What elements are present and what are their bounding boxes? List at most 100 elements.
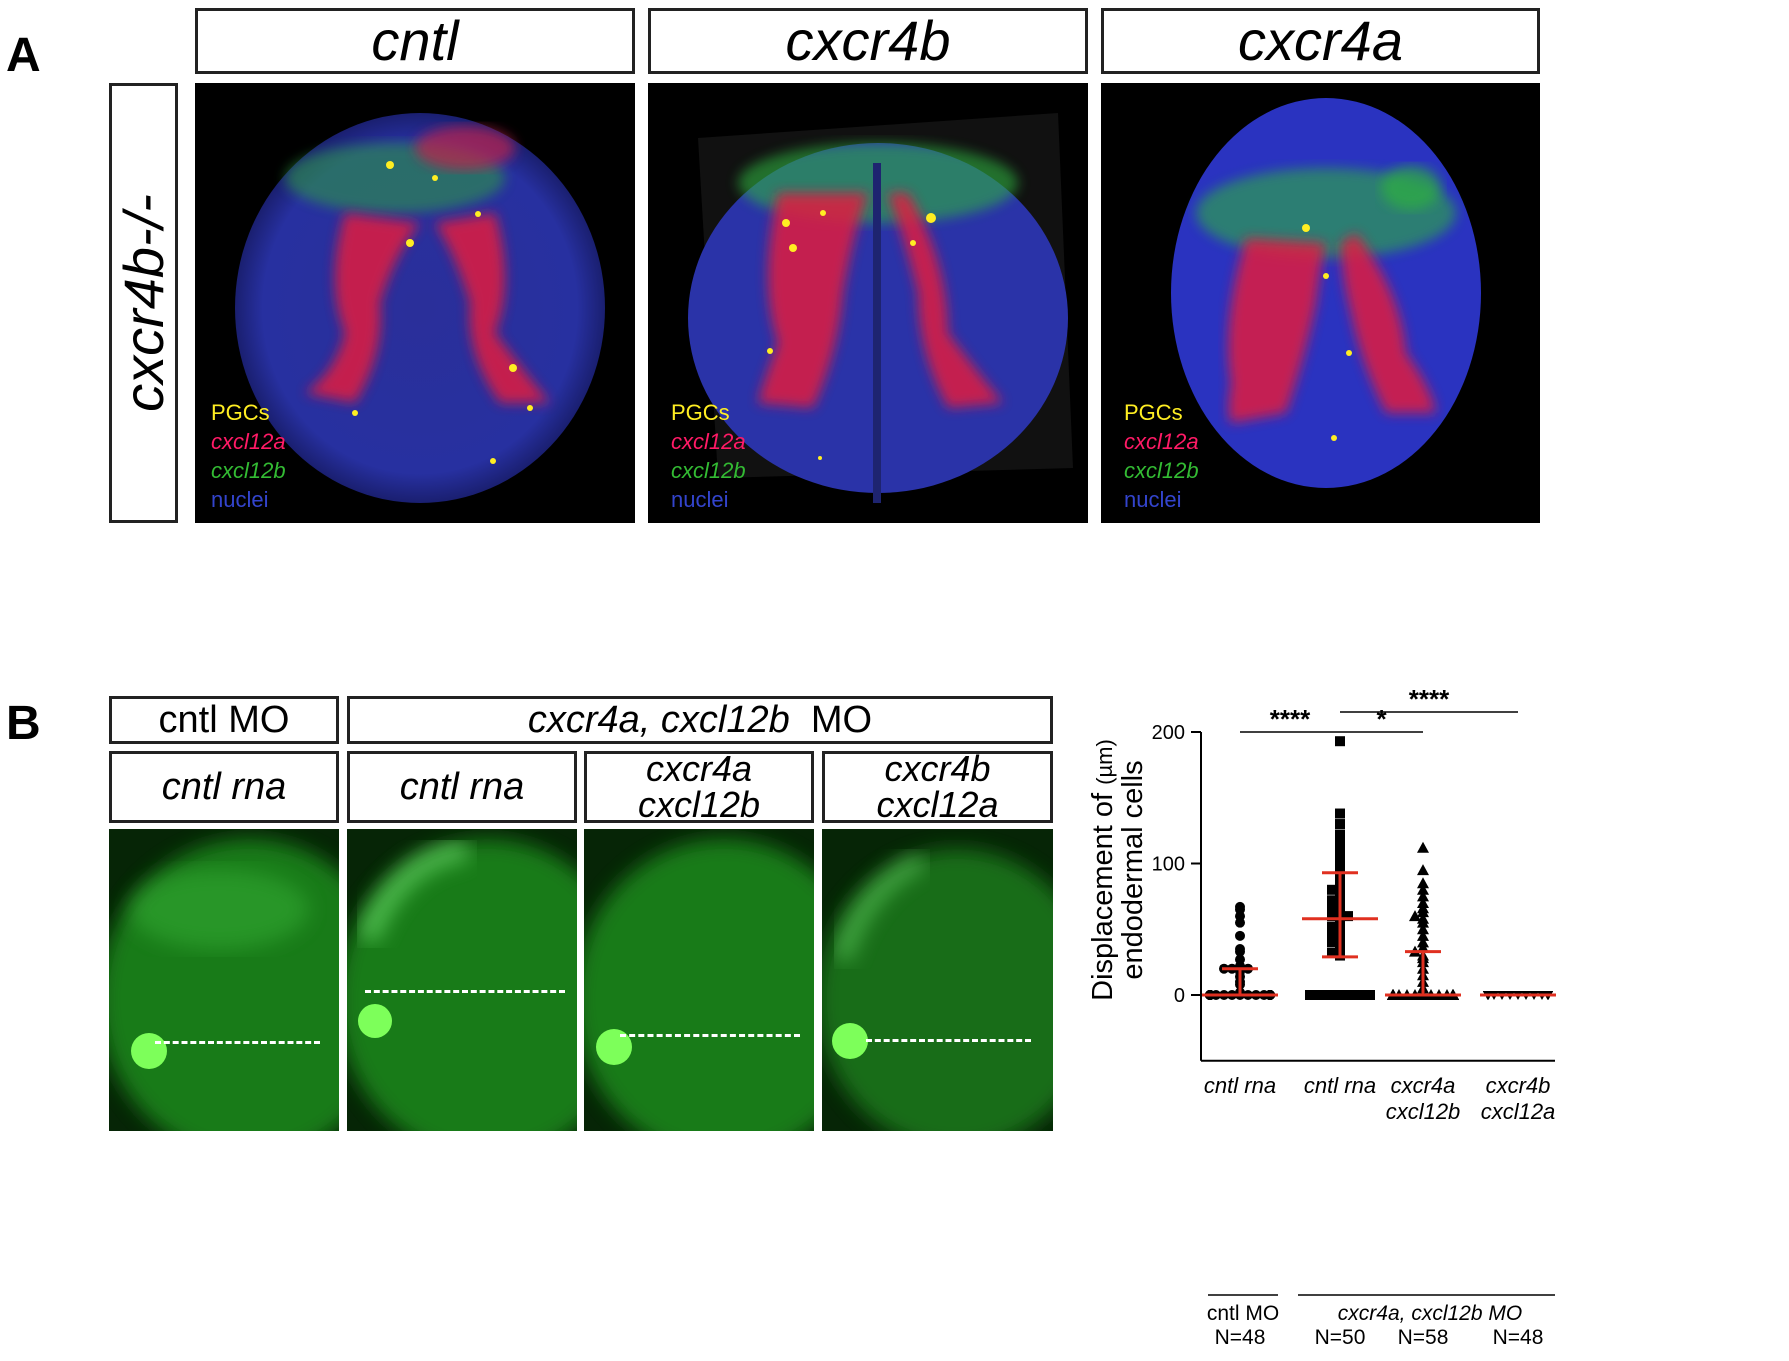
condition-label-4: cxcr4b cxcl12a (822, 751, 1053, 823)
legend-nuclei: nuclei (211, 487, 269, 512)
legend-cxcl12b: cxcl12b (1124, 458, 1199, 483)
legend-pgcs: PGCs (211, 400, 270, 425)
data-point-group-2 (1327, 911, 1337, 922)
header-morphant: cxcr4a, cxcl12b MO (347, 696, 1053, 744)
condition-label-3-line2: cxcl12b (637, 784, 761, 825)
legend-cxcl12a: cxcl12a (671, 429, 746, 454)
data-point-group-2 (1305, 990, 1315, 1000)
condition-label-2-line1: cntl rna (399, 766, 525, 808)
header-morphant-suffix: MO (810, 699, 873, 741)
data-point-group-2 (1327, 895, 1337, 906)
displacement-chart: 0 100 200 Displacement of (µm) endodermal ce… (1070, 680, 1789, 1356)
data-point-group-2 (1335, 990, 1345, 1000)
x-label-group-4: cxcr4b (1486, 1073, 1551, 1098)
data-point-group-2 (1335, 851, 1345, 862)
micrograph-cxcr4a (1101, 83, 1540, 523)
data-point-group-3 (1417, 890, 1429, 902)
legend-pgcs: PGCs (1124, 400, 1183, 425)
data-point-group-2 (1335, 829, 1345, 840)
data-point-group-3 (1417, 877, 1429, 889)
condition-label-2: cntl rna (347, 751, 577, 823)
data-point-group-2 (1335, 863, 1345, 874)
data-point-group-3 (1417, 864, 1429, 876)
data-point-group-2 (1335, 808, 1345, 819)
data-point-group-3 (1417, 929, 1429, 941)
dashed-line-4 (866, 1039, 1031, 1042)
y-tick-label: 100 (1152, 854, 1185, 876)
panel-letter-b: B (6, 697, 41, 750)
data-point-group-2 (1335, 845, 1345, 856)
data-point-group-2 (1327, 930, 1337, 941)
micrograph-cxcr4b (648, 83, 1088, 523)
x-label-group-2: cntl rna (1304, 1073, 1376, 1098)
column-label-cntl: cntl (195, 8, 635, 74)
data-point-group-2 (1343, 990, 1353, 1000)
column-label-cxcr4b: cxcr4b (648, 8, 1088, 74)
legend-cxcr4b: PGCs cxcl12a cxcl12b nuclei (671, 398, 746, 514)
embryo-image-1 (109, 829, 339, 1131)
dashed-line-3 (620, 1034, 800, 1037)
condition-label-4-line1: cxcr4b (884, 748, 991, 789)
header-cntl-mo: cntl MO (109, 696, 339, 744)
legend-cxcl12b: cxcl12b (211, 458, 286, 483)
data-point-group-2 (1327, 921, 1337, 932)
data-point-group-2 (1327, 990, 1337, 1000)
condition-label-3-line1: cxcr4a (645, 748, 753, 789)
column-label-cxcr4a: cxcr4a (1101, 8, 1540, 74)
data-point-group-1 (1235, 943, 1245, 954)
row-label-box: cxcr4b-/- (109, 83, 178, 523)
data-point-group-2 (1335, 819, 1345, 830)
data-point-group-2 (1327, 937, 1337, 948)
data-point-group-2 (1327, 947, 1337, 958)
dashed-line-2 (365, 990, 565, 993)
data-point-group-3 (1417, 923, 1429, 935)
y-axis-label-line1: Displacement of (µm) (1087, 739, 1119, 1001)
panel-letter-a: A (6, 29, 41, 82)
data-point-group-3 (1417, 883, 1429, 895)
embryo-image-2 (347, 829, 577, 1131)
condition-label-1-line1: cntl rna (161, 766, 287, 808)
condition-label-4-line2: cxcl12a (876, 784, 999, 825)
legend-cxcl12a: cxcl12a (211, 429, 286, 454)
data-point-group-2 (1319, 990, 1329, 1000)
legend-nuclei: nuclei (1124, 487, 1182, 512)
chart-svg: 0 100 200 Displacement of (µm) endodermal ce… (1087, 684, 1556, 1349)
data-point-group-3 (1409, 910, 1421, 922)
significance-label-2: * (1376, 704, 1387, 734)
data-point-group-2 (1359, 990, 1369, 1000)
dashed-line-1 (155, 1041, 320, 1044)
data-point-group-2 (1343, 911, 1353, 922)
significance-label-3: **** (1409, 684, 1450, 714)
legend-cxcl12b: cxcl12b (671, 458, 746, 483)
n-label-group-1: N=48 (1215, 1326, 1266, 1349)
data-point-group-3 (1417, 896, 1429, 908)
condition-label-3: cxcr4a cxcl12b (584, 751, 814, 823)
significance-label-1: **** (1270, 704, 1311, 734)
data-point-group-2 (1335, 736, 1345, 747)
data-point-group-2 (1335, 858, 1345, 869)
legend-cxcl12a: cxcl12a (1124, 429, 1199, 454)
legend-cntl: PGCs cxcl12a cxcl12b nuclei (211, 398, 286, 514)
n-label-group-2: N=50 (1315, 1326, 1366, 1349)
embryo-image-4 (822, 829, 1053, 1131)
data-point-group-2 (1365, 990, 1375, 1000)
x-label2-group-3: cxcl12b (1386, 1099, 1461, 1124)
legend-nuclei: nuclei (671, 487, 729, 512)
data-point-group-2 (1335, 837, 1345, 848)
y-tick-label: 0 (1174, 985, 1185, 1007)
data-point-group-3 (1417, 841, 1429, 853)
data-point-group-3 (1417, 936, 1429, 948)
x-label-group-3: cxcr4a (1391, 1073, 1456, 1098)
data-point-group-2 (1327, 884, 1337, 895)
header-morphant-genes: cxcr4a, cxcl12b (527, 699, 790, 741)
data-point-group-2 (1311, 990, 1321, 1000)
row-label: cxcr4b-/- (111, 194, 175, 412)
data-point-group-2 (1351, 990, 1361, 1000)
condition-label-1: cntl rna (109, 751, 339, 823)
data-point-group-1 (1235, 901, 1245, 912)
y-tick-label: 200 (1152, 722, 1185, 744)
n-label-group-3: N=58 (1398, 1326, 1449, 1349)
n-label-group-4: N=48 (1493, 1326, 1544, 1349)
caption-right: cxcr4a, cxcl12b MO (1338, 1302, 1522, 1325)
legend-cxcr4a: PGCs cxcl12a cxcl12b nuclei (1124, 398, 1199, 514)
